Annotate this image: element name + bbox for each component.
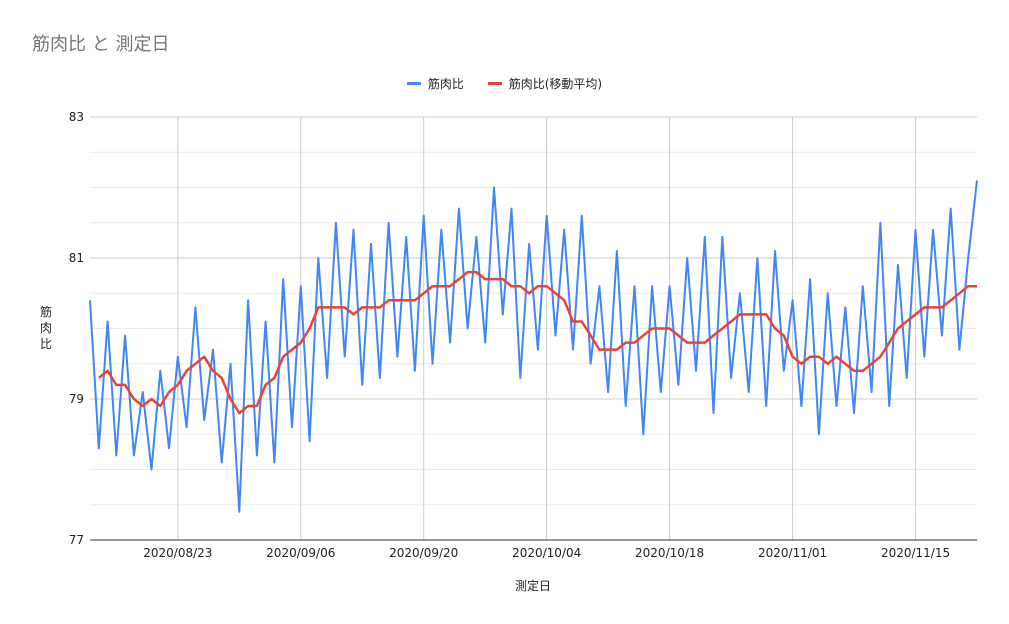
x-tick-label: 2020/09/06 (266, 546, 335, 560)
chart-title: 筋肉比 と 測定日 (32, 34, 170, 55)
x-axis-ticks: 2020/08/23 2020/09/06 2020/09/20 2020/10/04… (143, 546, 950, 560)
y-axis-title-char: 筋 (40, 304, 52, 319)
gridlines (90, 116, 977, 541)
series-line-2 (98, 270, 977, 415)
series-lines (89, 180, 978, 513)
legend-label-series-2: 筋肉比(移動平均) (508, 77, 603, 91)
x-tick-label: 2020/11/15 (881, 546, 950, 560)
legend-label-series-1: 筋肉比 (427, 77, 464, 91)
legend-swatch-series-1 (406, 82, 421, 85)
x-tick-label: 2020/10/04 (512, 546, 581, 560)
y-axis-title-char: 比 (40, 337, 52, 351)
y-axis-title-char: 肉 (40, 321, 52, 335)
y-tick-label: 81 (69, 251, 84, 265)
series-line-1 (89, 180, 978, 513)
x-tick-label: 2020/10/18 (635, 546, 704, 560)
y-tick-label: 77 (69, 533, 84, 547)
y-axis-ticks: 77 79 81 83 (69, 110, 84, 547)
legend: 筋肉比 筋肉比(移動平均) (0, 74, 1009, 92)
y-axis-title: 筋肉比 (40, 304, 52, 351)
legend-item-series-1[interactable]: 筋肉比 (406, 75, 464, 92)
legend-swatch-series-2 (487, 82, 502, 85)
y-tick-label: 83 (69, 110, 84, 124)
y-tick-label: 79 (69, 392, 84, 406)
x-tick-label: 2020/09/20 (389, 546, 458, 560)
x-tick-label: 2020/08/23 (143, 546, 212, 560)
legend-item-series-2[interactable]: 筋肉比(移動平均) (487, 75, 603, 92)
x-tick-label: 2020/11/01 (758, 546, 827, 560)
x-axis-title: 測定日 (515, 578, 551, 593)
